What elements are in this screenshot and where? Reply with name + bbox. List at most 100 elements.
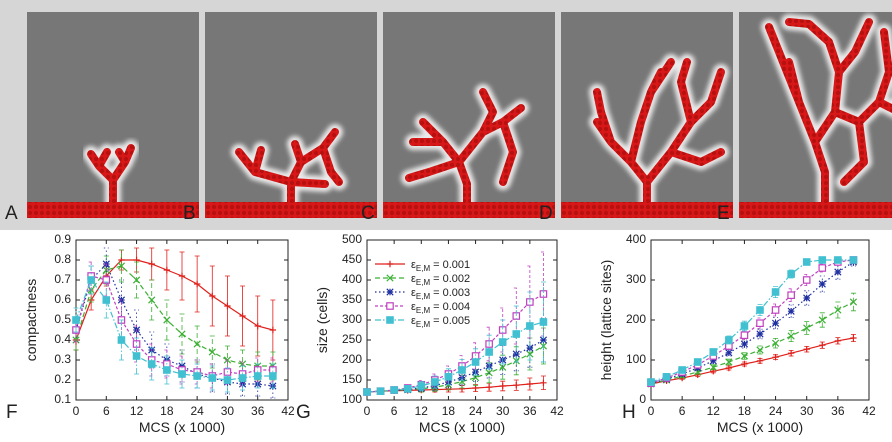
marker bbox=[787, 332, 795, 340]
legend-name: = 0.002 bbox=[433, 273, 470, 285]
marker bbox=[254, 322, 261, 330]
x-tick-label: 6 bbox=[679, 404, 686, 418]
marker bbox=[802, 258, 811, 266]
panel bbox=[27, 12, 199, 218]
x-tick-label: 24 bbox=[469, 404, 483, 418]
marker bbox=[787, 291, 795, 300]
substrate bbox=[383, 202, 555, 218]
chart: 100 150 200 250 300 350 400 450 500 0 6 12 18 24 30 36 4… bbox=[296, 232, 564, 435]
marker bbox=[117, 336, 126, 344]
marker bbox=[756, 330, 764, 338]
y-tick-label: 100 bbox=[626, 352, 646, 366]
marker bbox=[539, 336, 548, 344]
marker bbox=[725, 364, 733, 372]
x-tick-label: 6 bbox=[391, 404, 398, 418]
panel-label: B bbox=[183, 203, 196, 224]
marker bbox=[403, 385, 412, 393]
x-tick-label: 18 bbox=[160, 404, 174, 418]
y-tick-label: 400 bbox=[342, 272, 362, 286]
marker bbox=[117, 262, 126, 270]
marker bbox=[787, 307, 795, 315]
marker bbox=[818, 280, 826, 288]
marker bbox=[526, 322, 534, 330]
marker bbox=[725, 349, 733, 357]
marker bbox=[834, 337, 842, 344]
marker bbox=[208, 374, 217, 382]
legend-subscript: E,M bbox=[416, 306, 431, 315]
marker bbox=[499, 382, 506, 390]
marker bbox=[193, 372, 201, 380]
y-tick-label: 200 bbox=[626, 312, 646, 326]
marker bbox=[209, 292, 216, 300]
marker bbox=[834, 268, 842, 276]
marker bbox=[539, 318, 548, 326]
x-tick-label: 24 bbox=[769, 404, 783, 418]
marker bbox=[740, 340, 749, 348]
marker bbox=[444, 373, 453, 381]
x-tick-label: 36 bbox=[831, 404, 845, 418]
marker bbox=[803, 294, 811, 302]
series-line bbox=[75, 262, 273, 387]
y-tick-label: 500 bbox=[342, 232, 362, 246]
marker bbox=[498, 338, 507, 346]
simulation-panels: A B C D E bbox=[5, 12, 892, 224]
x-tick-label: 18 bbox=[442, 404, 456, 418]
marker bbox=[678, 366, 686, 374]
x-tick-label: 6 bbox=[103, 404, 110, 418]
legend-label: εE,M = 0.002 bbox=[411, 273, 470, 287]
legend-name: = 0.001 bbox=[433, 259, 470, 271]
y-tick-label: 450 bbox=[342, 252, 362, 266]
marker bbox=[709, 357, 717, 365]
marker bbox=[709, 348, 718, 356]
marker bbox=[178, 330, 186, 338]
marker bbox=[458, 366, 466, 374]
x-axis-label: MCS (x 1000) bbox=[419, 419, 505, 435]
x-tick-label: 12 bbox=[130, 404, 144, 418]
y-tick-label: 250 bbox=[342, 332, 362, 346]
legend-subscript: E,M bbox=[416, 292, 431, 301]
x-tick-label: 12 bbox=[707, 404, 721, 418]
marker bbox=[772, 354, 779, 361]
marker bbox=[178, 370, 186, 378]
marker bbox=[819, 342, 826, 349]
marker bbox=[193, 340, 201, 348]
panel bbox=[383, 12, 555, 218]
marker bbox=[223, 376, 232, 384]
marker bbox=[132, 352, 141, 360]
series-line bbox=[75, 275, 273, 377]
x-tick-label: 36 bbox=[251, 404, 265, 418]
panel bbox=[561, 12, 733, 218]
marker bbox=[417, 382, 426, 390]
marker bbox=[818, 316, 826, 324]
x-tick-label: 30 bbox=[496, 404, 510, 418]
marker bbox=[178, 272, 186, 280]
marker bbox=[771, 306, 780, 314]
marker bbox=[756, 306, 764, 314]
x-tick-label: 0 bbox=[364, 404, 371, 418]
panel-label: D bbox=[539, 203, 553, 224]
error-bar bbox=[500, 319, 506, 365]
error-bar bbox=[773, 317, 779, 330]
y-tick-label: 0.7 bbox=[54, 272, 71, 286]
marker bbox=[132, 276, 141, 284]
x-tick-label: 36 bbox=[523, 404, 537, 418]
marker bbox=[709, 363, 717, 371]
marker bbox=[431, 378, 439, 386]
marker bbox=[208, 348, 216, 356]
series-line bbox=[75, 265, 273, 367]
marker bbox=[725, 336, 733, 344]
x-tick-label: 42 bbox=[862, 404, 876, 418]
x-tick-label: 42 bbox=[550, 404, 564, 418]
marker bbox=[485, 384, 493, 391]
charts: 0.1 0.2 0.3 0.4 0.5 0.6 0.7 0.8 0.9 0 6 12 18 24 30 36 4… bbox=[6, 232, 876, 435]
marker bbox=[471, 358, 480, 366]
marker bbox=[148, 296, 156, 304]
chart: 0.1 0.2 0.3 0.4 0.5 0.6 0.7 0.8 0.9 0 6 12 18 24 30 36 4… bbox=[6, 232, 295, 435]
legend-name: = 0.004 bbox=[433, 301, 470, 313]
substrate bbox=[27, 202, 199, 218]
tree bbox=[765, 18, 892, 206]
error-bar bbox=[788, 330, 794, 342]
error-bar bbox=[819, 312, 825, 328]
marker bbox=[834, 306, 842, 314]
